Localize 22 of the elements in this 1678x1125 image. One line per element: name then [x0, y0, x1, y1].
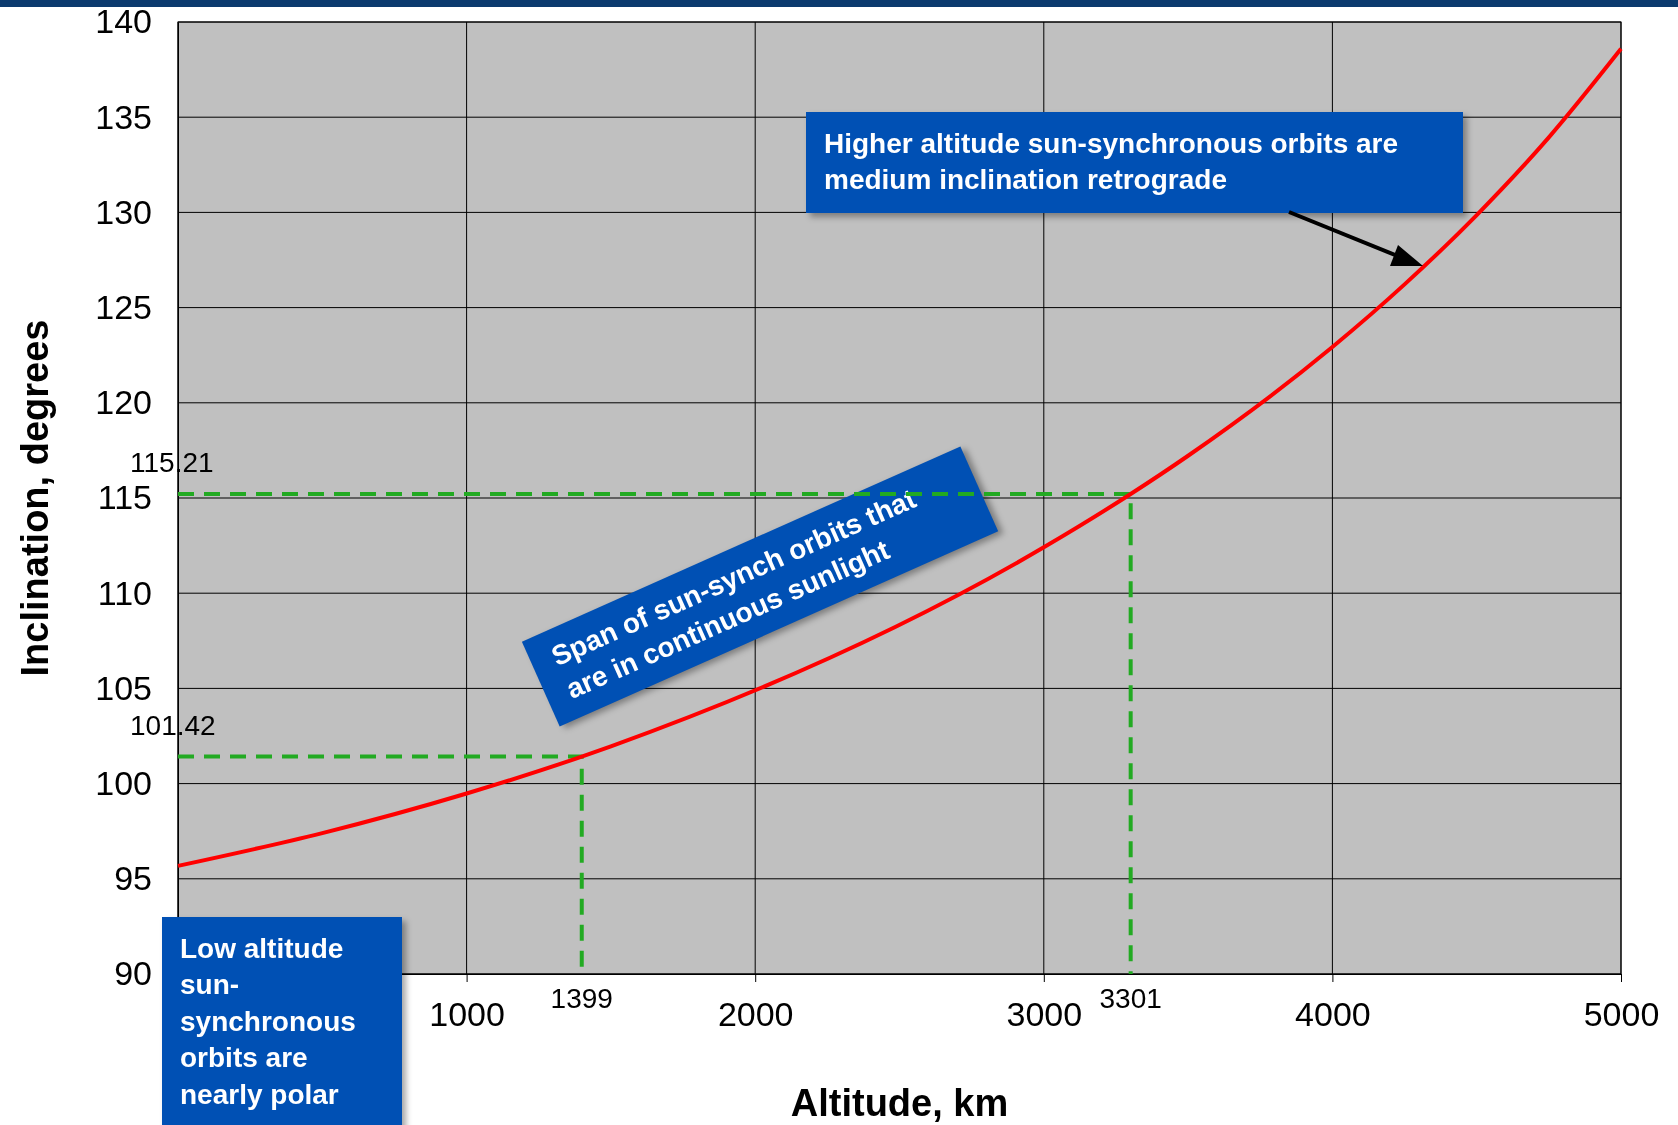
callout-box: Higher altitude sun-synchronous orbits are medium inclination retrograde [806, 112, 1463, 213]
annotation: 3301 [1099, 983, 1162, 1014]
y-tick-label: 140 [95, 2, 152, 41]
callout-box: Low altitude sun-synchronous orbits are nearly polar [162, 917, 402, 1125]
x-tick-label: 2000 [717, 995, 794, 1034]
y-tick-label: 135 [95, 97, 152, 136]
y-tick-label: 90 [114, 954, 152, 993]
x-tick-label: 4000 [1295, 995, 1371, 1034]
y-tick-label: 125 [95, 287, 152, 326]
x-tick-label: 5000 [1583, 995, 1660, 1034]
x-tick-label: 3000 [1006, 995, 1083, 1034]
y-tick-label: 115 [97, 478, 152, 517]
y-tick-label: 105 [95, 668, 152, 707]
y-tick-label: 130 [95, 192, 152, 231]
x-axis-title: Altitude, km [790, 1082, 1009, 1124]
y-tick-label: 100 [95, 763, 152, 802]
y-tick-label: 120 [95, 383, 152, 422]
y-tick-label: 95 [114, 859, 152, 898]
annotation: 1399 [550, 983, 613, 1014]
x-tick-label: 1000 [429, 995, 505, 1034]
y-axis-title: Inclination, degrees [14, 319, 56, 677]
y-tick-label: 110 [97, 573, 152, 612]
